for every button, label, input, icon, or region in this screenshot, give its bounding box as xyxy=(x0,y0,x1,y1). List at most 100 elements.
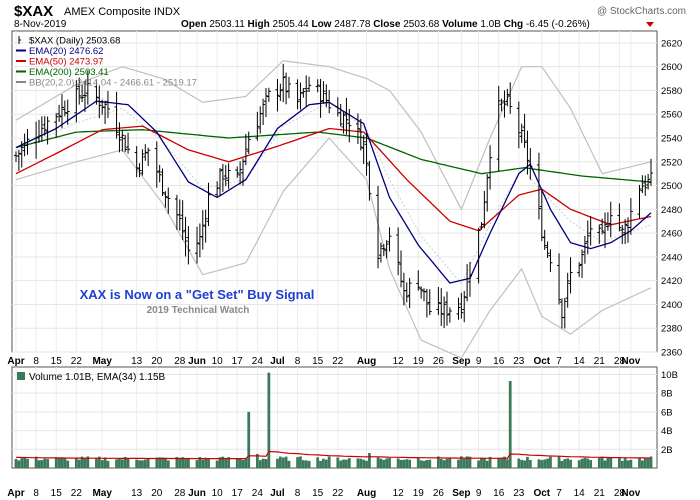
ohlc-bar xyxy=(585,220,590,255)
volume-bar xyxy=(356,458,360,468)
volume-bar xyxy=(629,459,633,468)
date-tick-label: Apr xyxy=(7,488,24,499)
volume-bar xyxy=(284,456,288,468)
volume-bar xyxy=(97,456,101,468)
date-tick-label: 17 xyxy=(232,356,244,367)
volume-bar xyxy=(523,460,526,468)
ohlc-bar xyxy=(378,242,383,263)
ohlc-bar xyxy=(355,113,360,145)
ohlc-bar xyxy=(416,270,421,291)
ohlc-bar xyxy=(565,272,570,308)
volume-bar xyxy=(123,456,127,468)
volume-bar xyxy=(264,459,268,468)
volume-bar xyxy=(63,457,67,468)
date-tick-label: 28 xyxy=(174,488,186,499)
price-panel xyxy=(11,30,658,353)
volume-bar xyxy=(301,460,305,468)
volume-bar xyxy=(103,457,107,468)
date-tick-label: 20 xyxy=(151,488,163,499)
volume-bar xyxy=(477,460,480,468)
ohlc-bar xyxy=(82,80,87,112)
legend-entry: $XAX (Daily) 2503.68 xyxy=(29,36,120,47)
volume-value: 1.0B xyxy=(480,19,501,30)
volume-bar xyxy=(480,457,483,468)
ohlc-bar xyxy=(528,147,533,180)
price-tick-label: 2360 xyxy=(661,348,682,359)
ohlc-bar xyxy=(54,113,59,138)
date-tick-label: 22 xyxy=(332,356,344,367)
date-tick-label: Sep xyxy=(452,488,470,499)
svg-text:Open 2503.11 High 2505.44 Lo: Open 2503.11 High 2505.44 Low 2487.78 Cl… xyxy=(181,19,590,30)
date-tick-label: 23 xyxy=(513,488,525,499)
date-tick-label: 24 xyxy=(252,488,264,499)
ohlc-bar xyxy=(643,175,648,196)
ohlc-bar xyxy=(97,85,102,119)
ohlc-bar xyxy=(65,99,70,125)
high-value: 2505.44 xyxy=(273,19,310,30)
volume-bar xyxy=(307,460,311,468)
date-tick-label: 8 xyxy=(295,488,301,499)
date-tick-label: 21 xyxy=(594,356,606,367)
volume-panel xyxy=(11,366,658,469)
ticker-symbol: $XAX xyxy=(14,3,53,20)
ohlc-bar xyxy=(582,235,587,264)
ohlc-bar xyxy=(261,98,266,126)
ohlc-bar xyxy=(94,79,99,105)
legend-entry: EMA(50) 2473.97 xyxy=(29,57,103,68)
date-tick-label: 26 xyxy=(433,488,445,499)
volume-bar xyxy=(399,459,403,468)
ohlc-bar xyxy=(304,75,309,107)
date-tick-label: 15 xyxy=(312,488,324,499)
ohlc-bar xyxy=(57,104,62,122)
chg-value: -6.45 (-0.26%) xyxy=(526,19,590,30)
volume-bar xyxy=(546,458,549,468)
date-tick-label: 28 xyxy=(614,356,626,367)
volume-bar xyxy=(115,459,118,468)
ohlc-bar xyxy=(456,297,461,320)
date-tick-label: Jul xyxy=(270,356,285,367)
date-tick-label: 7 xyxy=(556,356,562,367)
date-tick-label: 22 xyxy=(71,488,83,499)
price-date-axis: Apr 8 15 22 May 13 20 28 Jun 10 17 24 Jul 8 15 22 Aug 12 1… xyxy=(7,356,640,367)
ohlc-bar xyxy=(137,163,142,178)
ohlc-bar xyxy=(22,133,27,157)
volume-bar xyxy=(638,457,641,468)
volume-bar xyxy=(569,459,572,468)
volume-bar xyxy=(106,460,110,468)
date-tick-label: 28 xyxy=(174,356,186,367)
volume-bar xyxy=(80,456,84,468)
legend-entry: BB(20,2.0) 2414.04 - 2466.61 - 2519.17 xyxy=(29,78,197,89)
volume-bar xyxy=(365,460,368,468)
volume-bar xyxy=(287,460,291,468)
volume-tick-label: 4B xyxy=(661,426,673,437)
ohlc-bar xyxy=(218,167,223,196)
volume-bar xyxy=(95,457,98,468)
volume-bar xyxy=(161,457,164,468)
volume-bar xyxy=(74,457,78,468)
ohlc-bar xyxy=(45,116,50,145)
bollinger-bands xyxy=(15,60,652,359)
volume-bar xyxy=(339,460,343,468)
legend-entry: EMA(20) 2476.62 xyxy=(29,46,103,57)
volume-bar xyxy=(54,457,58,468)
ohlc-bar xyxy=(568,257,573,294)
ohlc-bar xyxy=(39,116,44,142)
date-tick-label: Oct xyxy=(533,356,550,367)
ohlc-bar xyxy=(105,90,110,119)
price-tick-label: 2560 xyxy=(661,110,682,121)
date-tick-label: 23 xyxy=(513,356,525,367)
volume-bar xyxy=(327,456,331,468)
volume-bar xyxy=(255,453,259,468)
date-tick-label: 28 xyxy=(614,488,626,499)
ohlc-bar xyxy=(206,182,211,227)
date-tick-label: 16 xyxy=(493,356,505,367)
volume-bar xyxy=(23,457,27,468)
volume-tick-label: 8B xyxy=(661,389,673,400)
ohlc-bar xyxy=(488,145,493,190)
date-tick-label: 16 xyxy=(493,488,505,499)
ohlc-bar xyxy=(467,261,472,297)
ohlc-bar xyxy=(157,164,162,183)
volume-bar xyxy=(359,458,363,468)
ohlc-bar xyxy=(623,219,628,245)
